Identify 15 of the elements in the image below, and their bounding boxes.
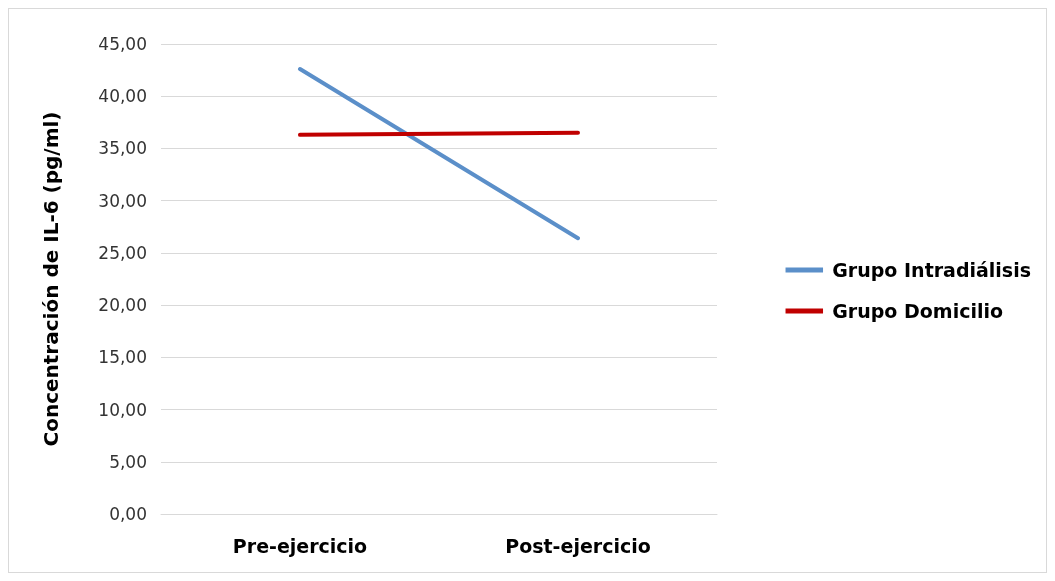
x-tick-label: Pre-ejercicio bbox=[232, 534, 368, 557]
legend-label: Grupo Domicilio bbox=[832, 300, 1004, 322]
y-tick-label: 5,00 bbox=[109, 451, 147, 472]
y-tick-label: 45,00 bbox=[98, 34, 147, 54]
y-tick-label: 35,00 bbox=[98, 138, 147, 159]
y-tick-label: 25,00 bbox=[98, 242, 147, 263]
y-tick-label: 20,00 bbox=[98, 295, 147, 316]
y-tick-label: 10,00 bbox=[98, 399, 147, 420]
y-tick-label: 0,00 bbox=[109, 504, 147, 524]
x-tick-label: Post-ejercicio bbox=[505, 534, 651, 557]
y-axis-title: Concentración de IL-6 (pg/ml) bbox=[39, 111, 63, 447]
y-tick-label: 30,00 bbox=[98, 190, 147, 211]
y-tick-label: 15,00 bbox=[98, 347, 147, 368]
legend-label: Grupo Intradiálisis bbox=[832, 259, 1032, 281]
y-tick-label: 40,00 bbox=[98, 86, 147, 107]
